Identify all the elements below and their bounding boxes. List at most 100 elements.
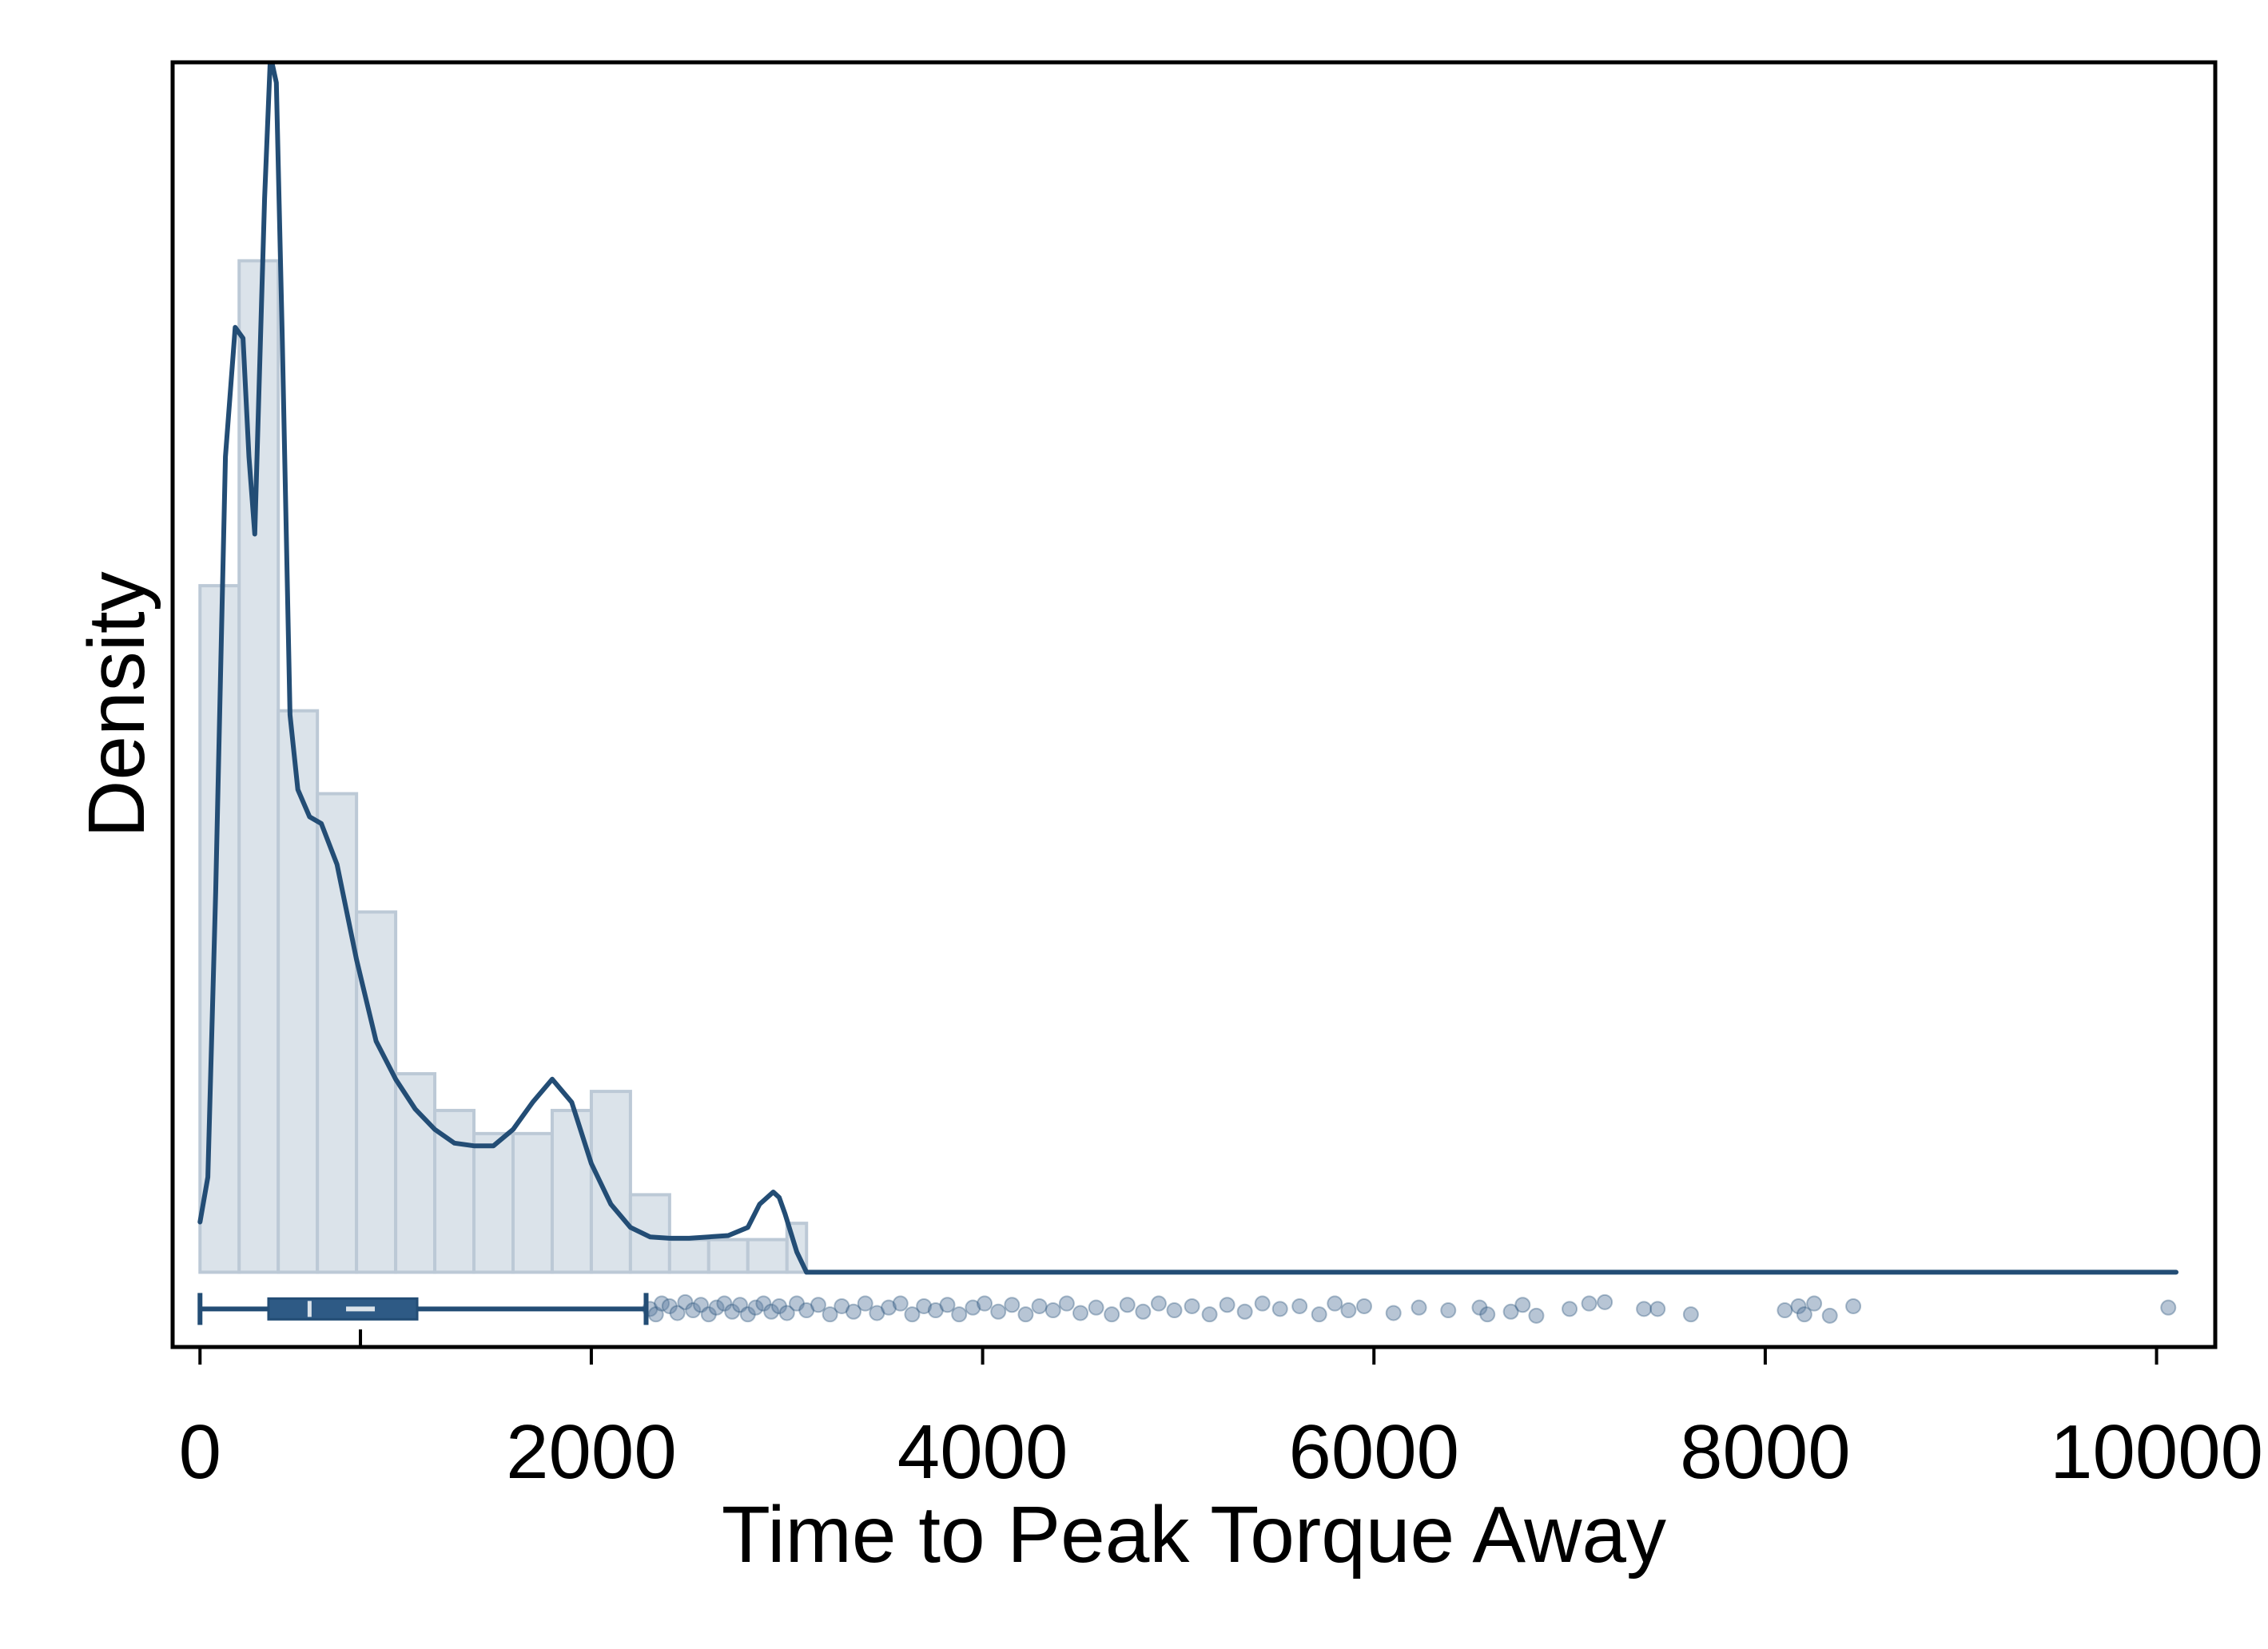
outlier-point xyxy=(881,1299,897,1316)
outlier-point xyxy=(1790,1297,1807,1314)
x-tick-label: 2000 xyxy=(506,1409,677,1495)
outlier-point xyxy=(927,1302,944,1319)
outlier-point xyxy=(1597,1293,1613,1310)
outlier-point xyxy=(669,1305,686,1321)
plot-area xyxy=(197,62,2178,1347)
outlier-point xyxy=(770,1297,787,1314)
outlier-point xyxy=(1254,1295,1271,1312)
outlier-point xyxy=(846,1303,861,1320)
outlier-point xyxy=(1340,1302,1357,1319)
outlier-point xyxy=(1184,1297,1200,1314)
outlier-point xyxy=(798,1302,815,1319)
outlier-point xyxy=(1072,1305,1088,1321)
histogram-bar xyxy=(355,910,398,1274)
histogram-bar xyxy=(667,1238,710,1274)
outlier-point xyxy=(1017,1306,1034,1323)
outlier-point xyxy=(951,1306,968,1323)
outlier-point xyxy=(892,1295,909,1312)
histogram-bar xyxy=(746,1238,789,1274)
outlier-point xyxy=(747,1299,764,1316)
outlier-point xyxy=(1327,1295,1343,1312)
outlier-point xyxy=(677,1293,694,1310)
outlier-point xyxy=(2160,1299,2177,1316)
outlier-point xyxy=(810,1297,826,1313)
outlier-point xyxy=(1479,1306,1496,1323)
axes: 0 2000 4000 6000 8000 10000 xyxy=(170,60,2263,1495)
outlier-point xyxy=(1562,1301,1578,1317)
outlier-point xyxy=(822,1306,838,1323)
outlier-point xyxy=(869,1305,885,1321)
outlier-point xyxy=(1777,1302,1793,1319)
histogram-bar xyxy=(550,1108,593,1274)
outlier-point xyxy=(654,1295,670,1312)
outlier-point xyxy=(1311,1306,1327,1323)
outlier-point xyxy=(1119,1297,1136,1313)
outlier-point xyxy=(1528,1307,1545,1324)
outlier-point xyxy=(1514,1297,1531,1313)
outlier-point xyxy=(1581,1295,1598,1312)
histogram-bar xyxy=(589,1090,632,1274)
outlier-point xyxy=(724,1303,741,1320)
outlier-point xyxy=(685,1302,702,1319)
outlier-point xyxy=(1356,1297,1372,1314)
outlier-point xyxy=(857,1295,873,1312)
outlier-point xyxy=(1219,1297,1235,1313)
y-axis-title: Density xyxy=(72,571,161,837)
outlier-point xyxy=(1236,1303,1253,1320)
outlier-point xyxy=(1821,1307,1838,1324)
x-tick-label: 10000 xyxy=(2050,1409,2263,1495)
outlier-point xyxy=(693,1297,710,1313)
outlier-point xyxy=(834,1297,850,1314)
outlier-point xyxy=(965,1299,981,1316)
x-tick-label: 4000 xyxy=(897,1409,1068,1495)
outlier-point xyxy=(1385,1305,1402,1321)
outlier-point xyxy=(1682,1306,1699,1323)
outlier-point xyxy=(789,1295,805,1312)
outlier-point xyxy=(1150,1295,1167,1312)
outlier-point xyxy=(661,1297,678,1314)
outlier-point xyxy=(739,1306,756,1323)
histogram-bar xyxy=(316,792,359,1274)
outlier-point xyxy=(708,1299,725,1316)
outlier-point xyxy=(1104,1306,1120,1323)
histogram-bar xyxy=(277,709,320,1274)
outlier-point xyxy=(977,1295,993,1312)
density-curve-line xyxy=(197,62,2178,1275)
outlier-point xyxy=(1440,1302,1457,1319)
histogram-bar xyxy=(472,1131,515,1274)
x-tick-label: 6000 xyxy=(1288,1409,1459,1495)
outlier-point xyxy=(916,1297,933,1314)
outlier-point xyxy=(1649,1301,1666,1317)
outlier-point xyxy=(732,1297,748,1313)
outlier-point xyxy=(1636,1301,1653,1317)
histogram-bar xyxy=(511,1131,554,1274)
outlier-point xyxy=(763,1303,780,1320)
outlier-point xyxy=(755,1295,772,1312)
plot-frame xyxy=(170,60,2218,1349)
x-tick-label: 0 xyxy=(179,1409,221,1495)
outlier-point xyxy=(1845,1297,1862,1314)
histogram-bar xyxy=(706,1238,750,1274)
outlier-point xyxy=(1796,1306,1812,1323)
outlier-point xyxy=(1135,1303,1152,1320)
x-tick-label: 8000 xyxy=(1680,1409,1851,1495)
histogram-bar xyxy=(394,1071,437,1274)
outlier-point xyxy=(1004,1297,1021,1313)
outlier-point xyxy=(1411,1299,1427,1316)
outlier-point xyxy=(904,1306,921,1323)
outlier-point xyxy=(1166,1302,1183,1319)
histogram-bar xyxy=(628,1193,671,1274)
outlier-point xyxy=(1201,1306,1218,1323)
outlier-point xyxy=(1088,1299,1104,1316)
outlier-point xyxy=(716,1295,733,1312)
outlier-point xyxy=(990,1303,1007,1320)
outlier-point xyxy=(1058,1295,1075,1312)
outlier-point xyxy=(1271,1301,1288,1317)
outlier-point xyxy=(778,1305,795,1321)
boxplot-box xyxy=(267,1297,419,1321)
outlier-point xyxy=(939,1297,956,1313)
outlier-point xyxy=(1291,1297,1308,1314)
outlier-point xyxy=(700,1306,717,1323)
